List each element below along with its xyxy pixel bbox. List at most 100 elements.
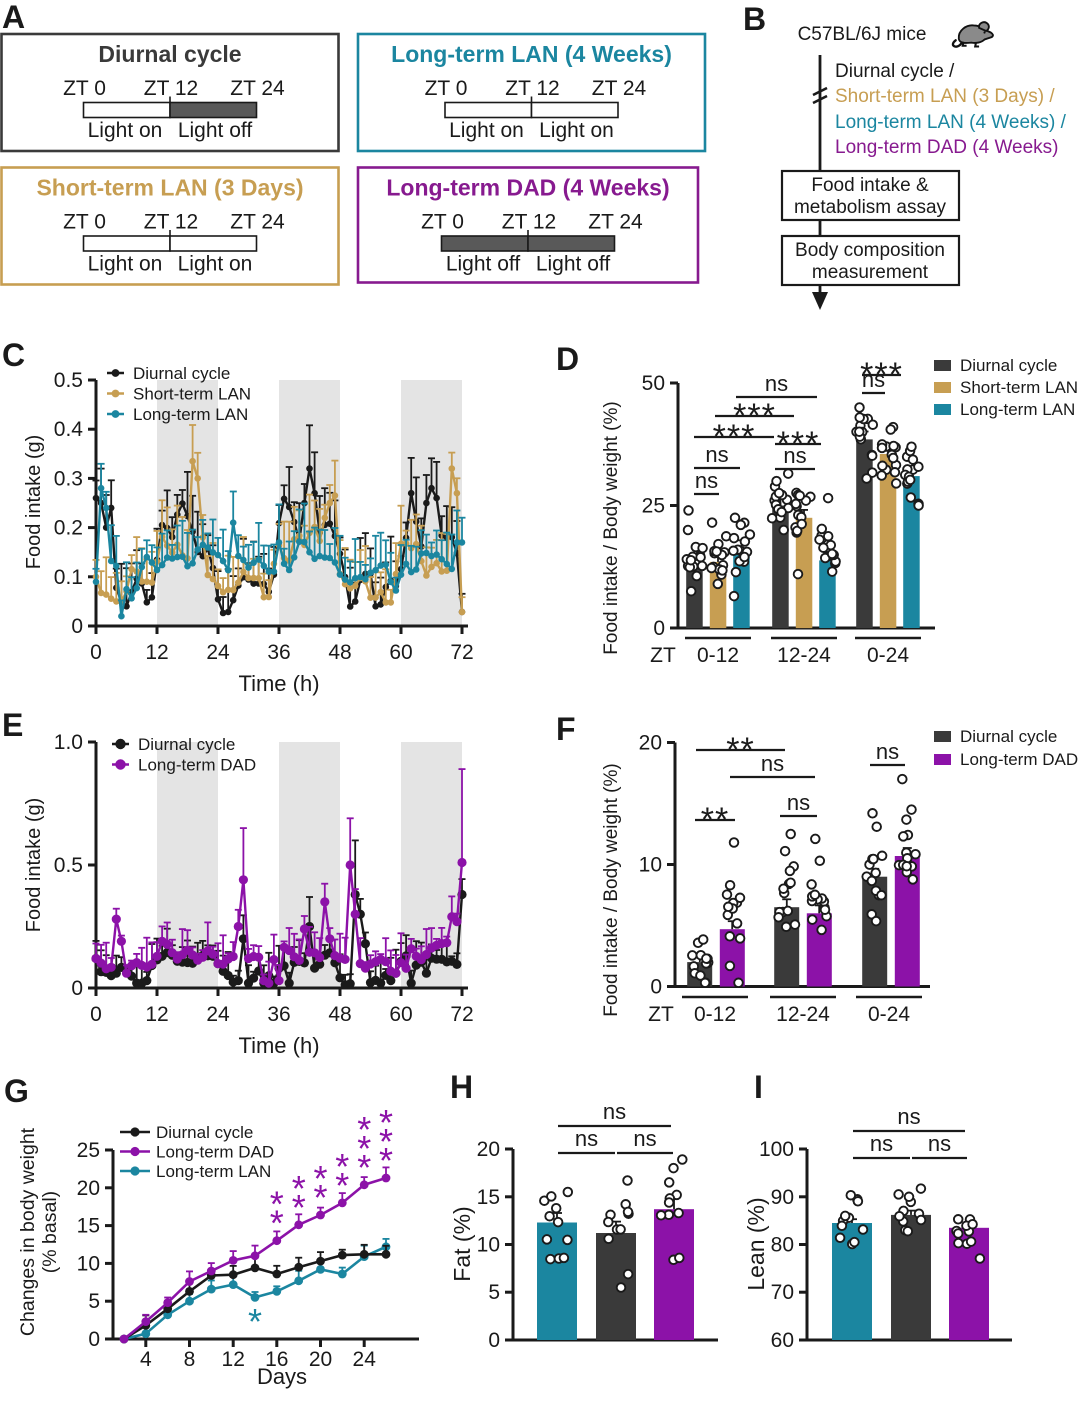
- svg-text:Food intake / Body weight (%): Food intake / Body weight (%): [601, 401, 622, 654]
- svg-text:72: 72: [450, 1003, 473, 1026]
- svg-text:***: ***: [777, 425, 820, 463]
- svg-text:C57BL/6J mice: C57BL/6J mice: [798, 24, 927, 45]
- svg-text:G: G: [4, 1073, 29, 1109]
- svg-text:24: 24: [206, 641, 230, 664]
- svg-text:Long-term LAN: Long-term LAN: [156, 1162, 271, 1181]
- svg-text:25: 25: [77, 1139, 100, 1162]
- svg-text:I: I: [754, 1069, 763, 1105]
- svg-text:ZT 24: ZT 24: [592, 77, 647, 100]
- svg-text:50: 50: [642, 372, 665, 395]
- svg-text:ns: ns: [870, 1131, 893, 1156]
- svg-text:ZT 0: ZT 0: [425, 77, 468, 100]
- svg-text:0-12: 0-12: [694, 1003, 736, 1026]
- svg-text:***: ***: [860, 356, 903, 394]
- svg-text:24: 24: [206, 1003, 230, 1026]
- svg-text:ZT: ZT: [648, 1003, 674, 1026]
- svg-text:Light off: Light off: [536, 253, 611, 276]
- svg-text:20: 20: [77, 1177, 100, 1200]
- svg-text:16: 16: [265, 1348, 288, 1371]
- svg-text:15: 15: [77, 1215, 100, 1238]
- svg-text:A: A: [2, 0, 25, 35]
- svg-text:Long-term DAD: Long-term DAD: [156, 1143, 274, 1162]
- svg-text:0: 0: [650, 976, 662, 999]
- svg-text:80: 80: [771, 1234, 794, 1257]
- svg-text:Food intake / Body weight (%): Food intake / Body weight (%): [601, 763, 622, 1016]
- svg-text:Long-term DAD: Long-term DAD: [138, 756, 256, 775]
- svg-text:20: 20: [477, 1138, 500, 1161]
- svg-text:10: 10: [77, 1252, 100, 1275]
- svg-text:Long-term DAD: Long-term DAD: [960, 750, 1078, 769]
- svg-text:12: 12: [222, 1348, 245, 1371]
- svg-text:0.2: 0.2: [54, 517, 83, 540]
- svg-text:(% basal): (% basal): [39, 1191, 61, 1273]
- svg-text:ZT 0: ZT 0: [421, 211, 464, 234]
- svg-text:Light off: Light off: [446, 253, 521, 276]
- svg-text:72: 72: [450, 641, 473, 664]
- svg-text:Diurnal cycle: Diurnal cycle: [138, 735, 235, 754]
- svg-text:E: E: [2, 707, 23, 743]
- svg-text:Diurnal cycle: Diurnal cycle: [133, 364, 230, 383]
- svg-text:10: 10: [477, 1234, 500, 1257]
- svg-text:0.4: 0.4: [54, 418, 84, 441]
- svg-text:60: 60: [389, 1003, 412, 1026]
- svg-text:Diurnal cycle /: Diurnal cycle /: [835, 61, 955, 82]
- svg-text:metabolism assay: metabolism assay: [794, 197, 947, 218]
- svg-text:**: **: [726, 731, 754, 769]
- svg-text:ns: ns: [705, 442, 728, 467]
- svg-text:Food intake (g): Food intake (g): [23, 798, 45, 933]
- svg-text:Diurnal cycle: Diurnal cycle: [960, 727, 1057, 746]
- svg-text:24: 24: [353, 1348, 377, 1371]
- svg-text:Light on: Light on: [539, 119, 614, 142]
- svg-text:Light off: Light off: [178, 119, 253, 142]
- svg-text:Lean (%): Lean (%): [743, 1197, 769, 1290]
- svg-text:ns: ns: [876, 739, 899, 764]
- svg-text:ns: ns: [783, 443, 806, 468]
- svg-text:25: 25: [642, 495, 665, 518]
- svg-text:*: *: [379, 1140, 393, 1181]
- svg-text:ZT: ZT: [650, 644, 676, 667]
- svg-text:12: 12: [145, 641, 168, 664]
- svg-text:*: *: [313, 1158, 327, 1199]
- svg-text:Long-term LAN: Long-term LAN: [133, 405, 248, 424]
- svg-text:***: ***: [733, 397, 776, 435]
- svg-text:*: *: [379, 1121, 393, 1162]
- svg-text:0.5: 0.5: [54, 854, 83, 877]
- svg-text:20: 20: [639, 732, 662, 755]
- svg-text:Short-term LAN: Short-term LAN: [133, 385, 251, 404]
- svg-text:100: 100: [759, 1138, 794, 1161]
- svg-text:60: 60: [771, 1329, 794, 1352]
- svg-text:ns: ns: [695, 468, 718, 493]
- svg-text:36: 36: [267, 641, 290, 664]
- svg-text:*: *: [270, 1203, 284, 1244]
- svg-text:5: 5: [88, 1290, 100, 1313]
- svg-text:Time (h): Time (h): [238, 671, 319, 696]
- svg-text:90: 90: [771, 1186, 794, 1209]
- svg-text:0-24: 0-24: [867, 644, 909, 667]
- svg-text:*: *: [357, 1109, 371, 1150]
- svg-text:70: 70: [771, 1281, 794, 1304]
- svg-text:Diurnal cycle: Diurnal cycle: [960, 356, 1057, 375]
- svg-text:Diurnal cycle: Diurnal cycle: [156, 1123, 253, 1142]
- svg-text:0: 0: [653, 617, 665, 640]
- svg-text:Changes in body weight: Changes in body weight: [17, 1127, 39, 1336]
- svg-text:*: *: [357, 1128, 371, 1169]
- svg-text:*: *: [335, 1165, 349, 1206]
- svg-text:Short-term LAN (3 Days) /: Short-term LAN (3 Days) /: [835, 86, 1055, 107]
- svg-text:ns: ns: [575, 1126, 598, 1151]
- svg-text:ZT 24: ZT 24: [230, 211, 285, 234]
- svg-text:12-24: 12-24: [776, 1003, 830, 1026]
- svg-text:ns: ns: [765, 371, 788, 396]
- svg-text:*: *: [313, 1177, 327, 1218]
- svg-text:0.3: 0.3: [54, 467, 83, 490]
- svg-text:ZT 0: ZT 0: [63, 77, 106, 100]
- svg-text:Food intake (g): Food intake (g): [23, 435, 45, 570]
- svg-text:Short-term LAN: Short-term LAN: [960, 378, 1078, 397]
- svg-text:*: *: [270, 1184, 284, 1225]
- svg-text:Time (h): Time (h): [238, 1033, 319, 1058]
- svg-text:ZT 24: ZT 24: [588, 211, 643, 234]
- svg-text:Fat (%): Fat (%): [449, 1206, 475, 1281]
- svg-text:ns: ns: [761, 751, 784, 776]
- svg-text:36: 36: [267, 1003, 290, 1026]
- svg-text:*: *: [292, 1168, 306, 1209]
- svg-text:0: 0: [71, 615, 83, 638]
